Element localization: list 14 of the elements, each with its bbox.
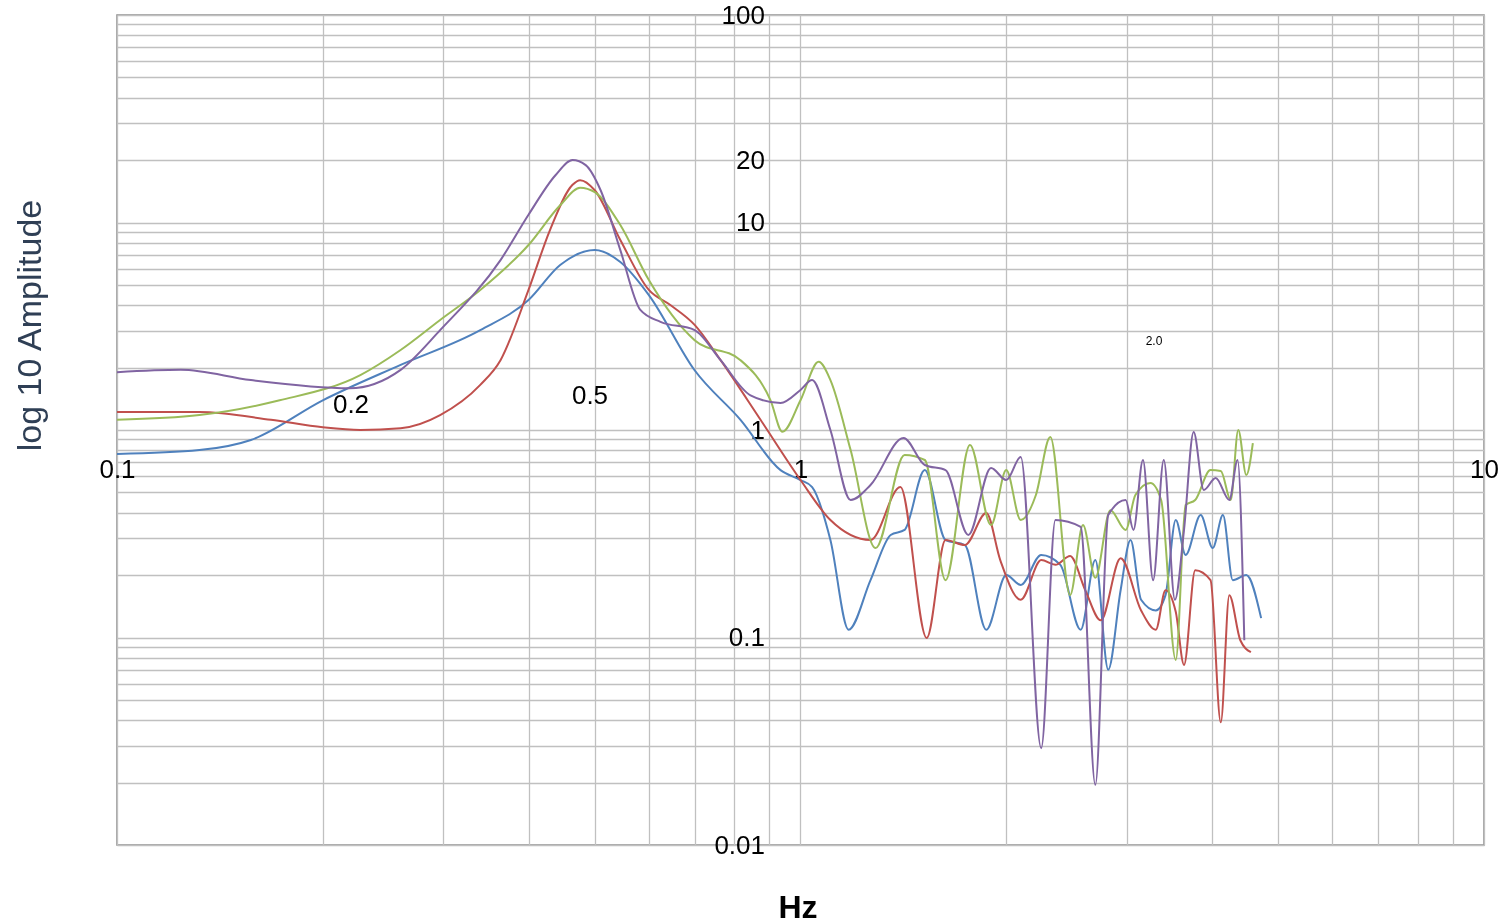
x-tick-label: 0.1 [99,453,136,484]
y-tick-label: 100 [721,0,765,30]
y-tick-label: 0.01 [714,829,765,860]
x-tick-label: 1 [793,453,809,484]
annotation: 0.2 [332,389,370,419]
y-tick-label: 1 [750,414,765,445]
annotation: 2.0 [1145,334,1163,348]
y-tick-label: 20 [736,144,765,175]
y-axis-title: log 10 Amplitude [9,199,48,452]
x-tick-label: 10 [1470,453,1499,484]
y-tick-label: 0.1 [728,622,765,652]
x-axis-title: Hz [778,888,818,924]
annotation: 0.5 [571,380,609,410]
y-tick-label: 10 [736,207,765,237]
